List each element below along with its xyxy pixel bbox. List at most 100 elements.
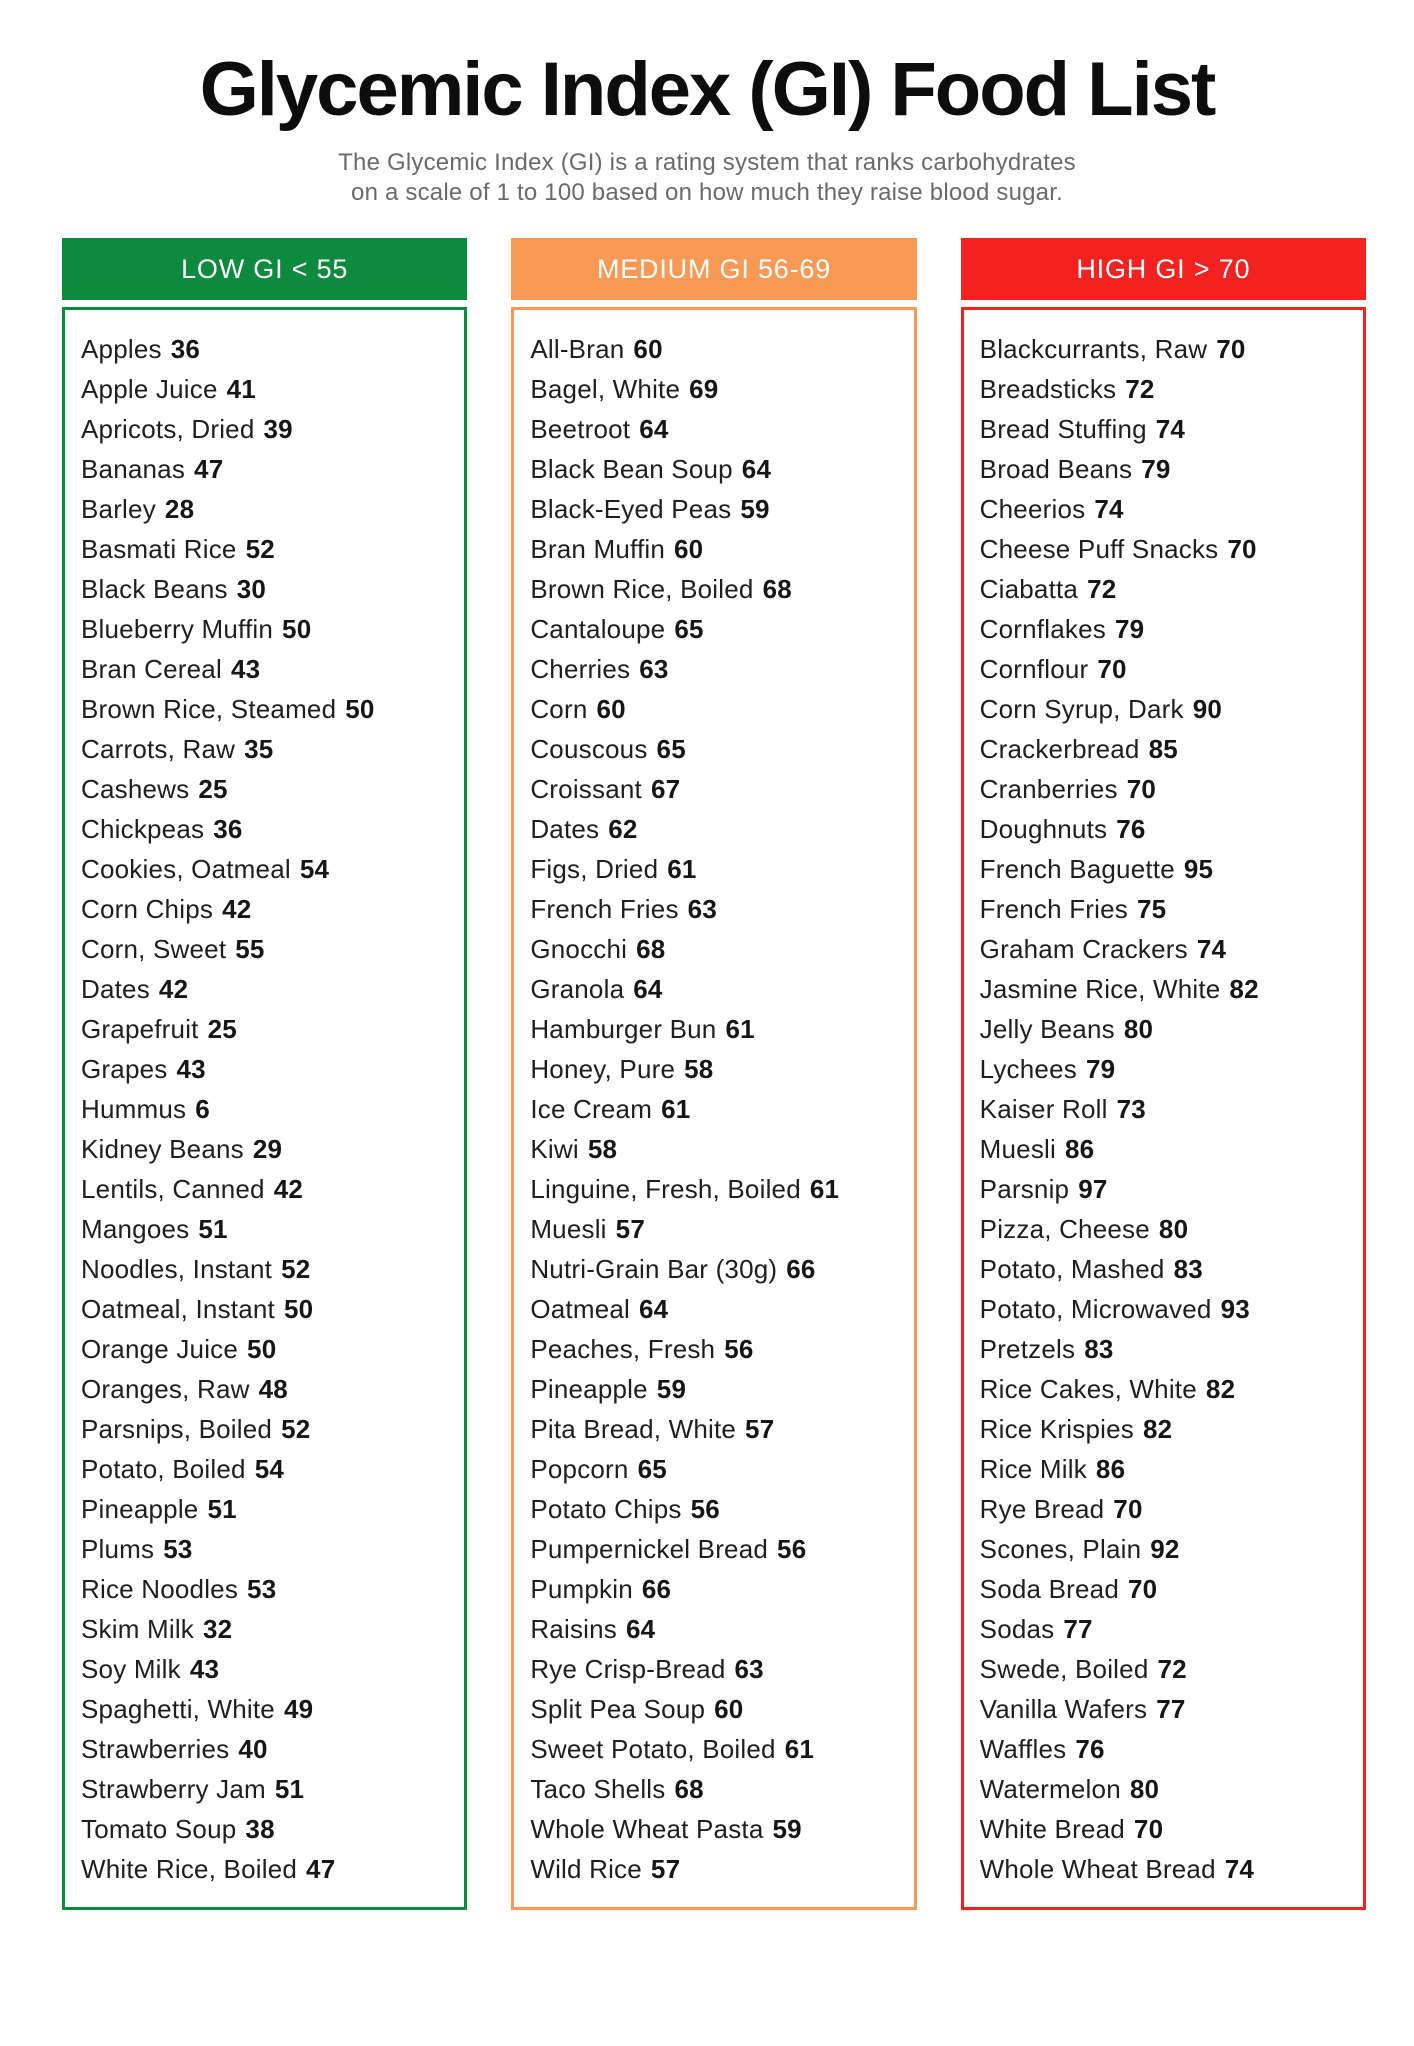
- food-gi-value: 50: [345, 694, 375, 724]
- list-item: Mangoes 51: [81, 1209, 448, 1249]
- column-high-gi: HIGH GI > 70 Blackcurrants, Raw 70 Breads…: [960, 238, 1366, 1910]
- list-item: Swede, Boiled 72: [980, 1649, 1347, 1689]
- list-item: Black-Eyed Peas 59: [530, 489, 897, 529]
- food-name: Breadsticks: [979, 374, 1117, 404]
- list-item: Hamburger Bun 61: [530, 1009, 897, 1049]
- food-gi-value: 41: [226, 374, 256, 404]
- food-gi-value: 25: [198, 774, 228, 804]
- food-gi-value: 75: [1136, 894, 1167, 924]
- food-gi-value: 64: [639, 1294, 669, 1324]
- list-item: Parsnip 97: [980, 1169, 1347, 1209]
- list-item: Noodles, Instant 52: [81, 1249, 448, 1289]
- food-gi-value: 25: [207, 1014, 237, 1044]
- list-item: Bran Muffin 60: [530, 529, 897, 569]
- food-name: French Fries: [979, 894, 1128, 924]
- list-item: Tomato Soup 38: [81, 1809, 448, 1849]
- list-item: Pumpkin 66: [530, 1569, 897, 1609]
- food-gi-value: 64: [639, 414, 669, 444]
- food-gi-value: 68: [636, 934, 666, 964]
- food-name: Split Pea Soup: [530, 1694, 706, 1724]
- food-gi-value: 42: [158, 974, 189, 1004]
- food-name: Parsnips, Boiled: [81, 1414, 273, 1444]
- food-name: Gnocchi: [530, 934, 628, 964]
- list-item: Doughnuts 76: [980, 809, 1347, 849]
- list-item: Corn Chips 42: [81, 889, 448, 929]
- food-name: Hamburger Bun: [530, 1014, 717, 1044]
- food-name: Potato, Boiled: [81, 1454, 246, 1484]
- food-name: Corn: [530, 694, 588, 724]
- food-name: Bagel, White: [530, 374, 681, 404]
- page-subtitle: The Glycemic Index (GI) is a rating syst…: [0, 148, 1414, 208]
- food-name: Jasmine Rice, White: [979, 974, 1221, 1004]
- list-item: Kidney Beans 29: [81, 1129, 448, 1169]
- list-item: Rice Krispies 82: [980, 1409, 1347, 1449]
- food-gi-value: 86: [1095, 1454, 1126, 1484]
- list-item: Sweet Potato, Boiled 61: [530, 1729, 897, 1769]
- food-name: Kidney Beans: [81, 1134, 244, 1164]
- food-gi-value: 51: [207, 1494, 237, 1524]
- list-item: Hummus 6: [81, 1089, 448, 1129]
- food-gi-value: 72: [1087, 574, 1117, 604]
- list-item: Black Bean Soup 64: [530, 449, 897, 489]
- list-item: Potato, Boiled 54: [81, 1449, 448, 1489]
- list-item: Grapes 43: [81, 1049, 448, 1089]
- food-gi-value: 74: [1224, 1854, 1255, 1884]
- food-name: Rye Crisp-Bread: [530, 1654, 726, 1684]
- food-name: White Rice, Boiled: [81, 1854, 298, 1884]
- food-gi-value: 64: [633, 974, 663, 1004]
- list-item: Breadsticks 72: [980, 369, 1347, 409]
- food-gi-value: 59: [740, 494, 770, 524]
- list-item: White Bread 70: [980, 1809, 1347, 1849]
- list-item: Whole Wheat Bread 74: [980, 1849, 1347, 1889]
- list-item: Cornflakes 79: [980, 609, 1347, 649]
- food-name: Rice Noodles: [81, 1574, 239, 1604]
- list-item: Soy Milk 43: [81, 1649, 448, 1689]
- food-gi-value: 72: [1125, 374, 1155, 404]
- food-gi-value: 74: [1155, 414, 1186, 444]
- list-item: Waffles 76: [980, 1729, 1347, 1769]
- food-gi-value: 76: [1075, 1734, 1105, 1764]
- list-item: Watermelon 80: [980, 1769, 1347, 1809]
- food-gi-value: 54: [254, 1454, 285, 1484]
- list-item: Strawberry Jam 51: [81, 1769, 448, 1809]
- food-name: Swede, Boiled: [979, 1654, 1149, 1684]
- food-gi-value: 77: [1063, 1614, 1093, 1644]
- food-gi-value: 74: [1196, 934, 1227, 964]
- list-item: Popcorn 65: [530, 1449, 897, 1489]
- food-name: Plums: [81, 1534, 155, 1564]
- list-item: Graham Crackers 74: [980, 929, 1347, 969]
- food-name: Rice Milk: [979, 1454, 1087, 1484]
- food-gi-value: 70: [1097, 654, 1127, 684]
- list-item: Beetroot 64: [530, 409, 897, 449]
- food-gi-value: 79: [1085, 1054, 1116, 1084]
- food-name: Doughnuts: [979, 814, 1108, 844]
- food-gi-value: 61: [809, 1174, 840, 1204]
- food-gi-value: 56: [690, 1494, 720, 1524]
- food-name: Kaiser Roll: [979, 1094, 1108, 1124]
- food-gi-value: 73: [1116, 1094, 1146, 1124]
- food-name: Vanilla Wafers: [979, 1694, 1148, 1724]
- food-gi-value: 70: [1113, 1494, 1143, 1524]
- list-item: Bread Stuffing 74: [980, 409, 1347, 449]
- food-name: Corn, Sweet: [81, 934, 227, 964]
- food-gi-value: 64: [625, 1614, 656, 1644]
- food-name: Couscous: [530, 734, 648, 764]
- list-item: Crackerbread 85: [980, 729, 1347, 769]
- food-name: Whole Wheat Bread: [979, 1854, 1216, 1884]
- column-list-low-gi: Apples 36 Apple Juice 41 Apricots, Dried 39…: [62, 307, 468, 1910]
- food-name: Chickpeas: [81, 814, 205, 844]
- food-name: Cheerios: [979, 494, 1086, 524]
- food-name: Cornflakes: [979, 614, 1106, 644]
- food-gi-value: 58: [684, 1054, 714, 1084]
- food-name: Bran Muffin: [530, 534, 666, 564]
- list-item: Skim Milk 32: [81, 1609, 448, 1649]
- list-item: Split Pea Soup 60: [530, 1689, 897, 1729]
- food-name: Muesli: [979, 1134, 1056, 1164]
- list-item: Oatmeal 64: [530, 1289, 897, 1329]
- list-item: Bran Cereal 43: [81, 649, 448, 689]
- food-name: Black Beans: [81, 574, 228, 604]
- food-gi-value: 6: [195, 1094, 210, 1124]
- food-name: Brown Rice, Steamed: [81, 694, 337, 724]
- food-name: Bran Cereal: [81, 654, 222, 684]
- food-gi-value: 92: [1150, 1534, 1180, 1564]
